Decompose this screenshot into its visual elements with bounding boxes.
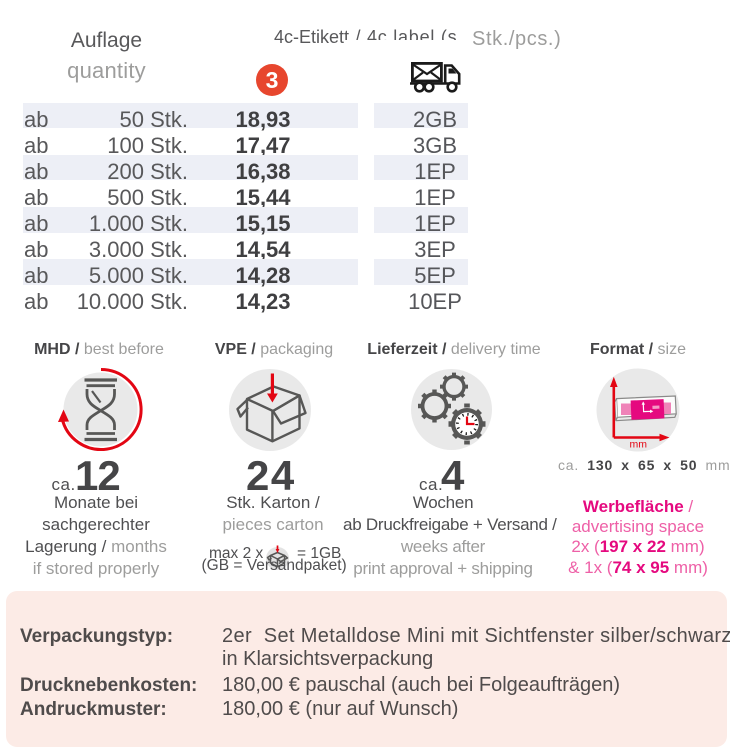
- svg-text:mm: mm: [630, 439, 648, 451]
